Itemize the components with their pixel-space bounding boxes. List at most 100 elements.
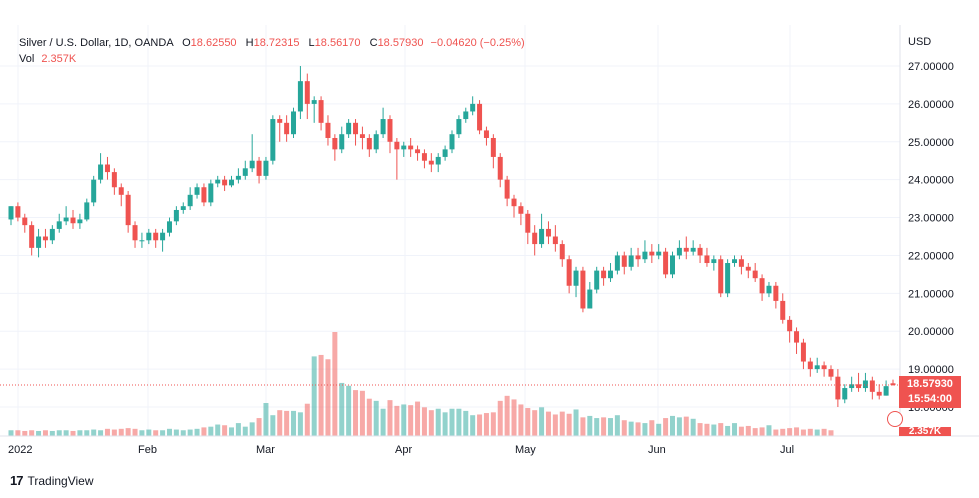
candle-body <box>676 247 682 256</box>
candle-body <box>759 278 765 294</box>
candle-body <box>628 255 634 267</box>
price-tick-label: 21.00000 <box>908 288 954 300</box>
candle-body <box>277 119 283 123</box>
candle-body <box>587 289 593 309</box>
time-tick-label: Jul <box>780 444 794 456</box>
volume-bar <box>401 404 407 436</box>
candle-body <box>318 100 324 123</box>
candle-body <box>366 137 372 150</box>
candle-body <box>421 153 427 161</box>
candle-body <box>663 251 669 275</box>
volume-label: Vol <box>19 53 35 65</box>
volume-bar <box>800 429 806 436</box>
volume-bar <box>787 428 793 436</box>
volume-bars <box>8 332 834 436</box>
volume-bar <box>642 423 648 436</box>
candle-body <box>504 179 510 199</box>
volume-bar <box>449 408 455 436</box>
candle-body <box>249 160 255 169</box>
low-label: L <box>308 37 315 49</box>
candle-body <box>442 149 448 157</box>
candle-body <box>242 168 248 176</box>
volume-bar <box>408 405 414 436</box>
candle-body <box>490 137 496 157</box>
tradingview-brand[interactable]: 17 TradingView <box>10 473 94 488</box>
candle-body <box>607 270 613 279</box>
candle-body <box>332 137 338 150</box>
volume-bar <box>738 426 744 436</box>
volume-bar <box>304 403 310 436</box>
candle-body <box>573 270 579 286</box>
price-tick-label: 25.00000 <box>908 137 954 149</box>
time-tick-label: Feb <box>138 444 157 456</box>
price-tick-label: 23.00000 <box>908 213 954 225</box>
candle-body <box>42 236 48 241</box>
volume-bar <box>353 390 359 436</box>
candle-body <box>532 232 538 245</box>
candle-body <box>111 172 117 188</box>
volume-bar <box>256 418 262 436</box>
volume-bar <box>718 423 724 436</box>
time-tick-label: May <box>515 444 536 456</box>
candle-body <box>428 160 434 165</box>
bar-countdown: 15:54:00 <box>907 393 953 405</box>
candle-body <box>559 244 565 260</box>
volume-bar <box>339 382 345 436</box>
symbol-title: Silver / U.S. Dollar, 1D, OANDA <box>19 37 174 49</box>
candle-body <box>146 232 152 241</box>
globe-icon[interactable] <box>887 411 903 427</box>
volume-bar <box>442 412 448 436</box>
volume-bar <box>201 427 207 436</box>
candle-body <box>477 103 483 131</box>
candle-body <box>118 187 124 195</box>
volume-bar <box>456 408 462 436</box>
volume-bar <box>483 413 489 436</box>
volume-bar <box>683 416 689 436</box>
volume-bar <box>628 421 634 436</box>
candle-body <box>456 119 462 135</box>
volume-bar <box>318 354 324 436</box>
volume-bar <box>470 415 476 436</box>
volume-bar <box>766 425 772 436</box>
candle-body <box>291 111 297 135</box>
candle-body <box>401 145 407 150</box>
brand-name: TradingView <box>27 473 94 488</box>
candle-body <box>311 100 317 104</box>
high-label: H <box>245 37 254 49</box>
candle-body <box>766 285 772 294</box>
time-tick-label: Apr <box>395 444 412 456</box>
volume-bar <box>511 399 517 436</box>
volume-bar <box>22 430 28 436</box>
volume-bar <box>566 413 572 436</box>
volume-bar <box>559 411 565 436</box>
close-value: 18.57930 <box>377 37 424 49</box>
volume-bar <box>139 430 145 436</box>
volume-bar <box>580 417 586 436</box>
candle-body <box>470 103 476 112</box>
candle-body <box>642 251 648 260</box>
volume-bar <box>435 408 441 436</box>
volume-bar <box>15 430 21 436</box>
volume-bar <box>573 409 579 436</box>
volume-bar <box>504 395 510 436</box>
candle-body <box>718 259 724 294</box>
volume-bar <box>180 430 186 436</box>
volume-bar <box>697 423 703 436</box>
volume-bar <box>235 423 241 436</box>
volume-bar <box>208 426 214 436</box>
volume-bar <box>346 385 352 436</box>
volume-bar <box>656 423 662 436</box>
candle-body <box>849 384 855 389</box>
candle-body <box>263 160 269 176</box>
time-axis: 2022 Feb Mar Apr May Jun Jul <box>8 444 794 456</box>
candle-body <box>518 206 524 214</box>
low-value: 18.56170 <box>314 37 361 49</box>
candle-body <box>752 270 758 279</box>
volume-bar <box>621 420 627 436</box>
high-value: 18.72315 <box>253 37 300 49</box>
candle-body <box>408 145 414 150</box>
candle-body <box>284 122 290 135</box>
volume-bar <box>704 423 710 436</box>
candle-body <box>222 179 228 186</box>
